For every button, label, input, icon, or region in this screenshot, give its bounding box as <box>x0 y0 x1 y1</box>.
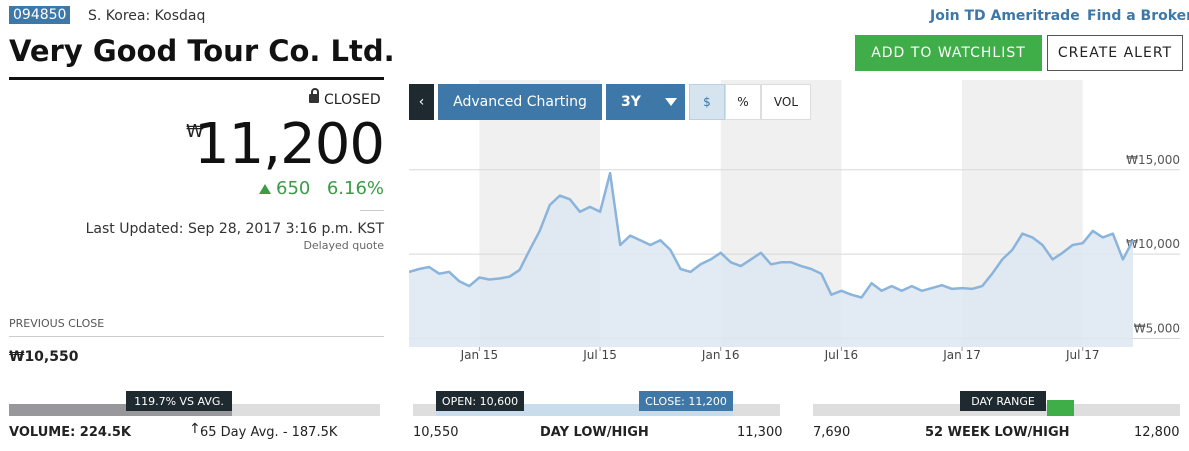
link[interactable]: Join TD Ameritrade <box>930 8 1080 24</box>
up-arrow <box>259 184 271 194</box>
divider <box>9 77 384 80</box>
volume: VOLUME: 224.5K <box>9 425 131 440</box>
watchlist-button[interactable]: ADD TO WATCHLIST <box>855 35 1042 71</box>
x-tick-label: Jan 15 <box>460 348 499 362</box>
day-range-tag: DAY RANGE <box>960 391 1046 411</box>
range-button[interactable]: 3Y <box>606 84 685 120</box>
back-button[interactable]: ‹ <box>409 84 434 120</box>
week52-low: 7,690 <box>813 425 851 440</box>
x-tick-label: Jul 17 <box>1065 348 1100 362</box>
x-tick-label: Jul 16 <box>824 348 859 362</box>
change-pct: 6.16% <box>326 178 384 199</box>
avg-volume: 65 Day Avg. - 187.5K <box>200 425 338 440</box>
mode-button[interactable]: % <box>725 84 761 120</box>
advanced-button[interactable]: Advanced Charting <box>438 84 602 120</box>
ticker: 094850 <box>9 6 71 24</box>
x-tick-label: Jan 17 <box>942 348 981 362</box>
avg-arrow: ↑ <box>189 421 201 437</box>
change: 650 <box>276 178 311 199</box>
day-low: 10,550 <box>413 425 459 440</box>
company-name: Very Good Tour Co. Ltd. <box>9 34 395 68</box>
previous-close: ₩10,550 <box>9 349 79 365</box>
alert-button[interactable]: CREATE ALERT <box>1047 35 1183 71</box>
delay-note: Delayed quote <box>303 239 384 252</box>
dropdown-arrow <box>664 98 677 106</box>
close-tag: CLOSE: 11,200 <box>639 391 733 411</box>
open-tag: OPEN: 10,600 <box>436 391 524 411</box>
y-tick-label: ₩10,000 <box>1126 237 1180 251</box>
day-range-label: DAY LOW/HIGH <box>540 425 649 440</box>
y-tick-label: ₩5,000 <box>1134 322 1180 336</box>
area <box>409 173 1133 347</box>
y-tick-label: ₩15,000 <box>1126 153 1180 167</box>
exchange: S. Korea: Kosdaq <box>88 8 206 24</box>
x-tick-label: Jul 15 <box>582 348 617 362</box>
price: 11,200 <box>194 112 385 177</box>
status: CLOSED <box>324 92 381 108</box>
previous-close-label: PREVIOUS CLOSE <box>9 317 105 330</box>
currency: ₩ <box>186 121 204 142</box>
last-updated: Last Updated: Sep 28, 2017 3:16 p.m. KST <box>85 221 384 237</box>
divider <box>9 336 384 337</box>
vs-avg-tag: 119.7% VS AVG. <box>126 391 232 411</box>
mode-button[interactable]: $ <box>689 84 725 120</box>
week52-fill <box>1047 400 1074 416</box>
range-label: 3Y <box>621 94 641 110</box>
link[interactable]: Find a Broker <box>1087 8 1189 24</box>
week52-high: 12,800 <box>1134 425 1180 440</box>
price-line <box>409 171 1135 299</box>
x-tick-label: Jan 16 <box>701 348 740 362</box>
mode-button[interactable]: VOL <box>761 84 811 120</box>
day-high: 11,300 <box>737 425 783 440</box>
divider <box>360 210 384 211</box>
chart: ₩5,000 ₩10,000 ₩15,000 Jan 15 Jul 15 Jan 16 Ju… <box>409 80 1180 362</box>
week52-label: 52 WEEK LOW/HIGH <box>925 425 1070 440</box>
lock-icon <box>309 94 319 103</box>
lock-shackle <box>311 88 319 96</box>
